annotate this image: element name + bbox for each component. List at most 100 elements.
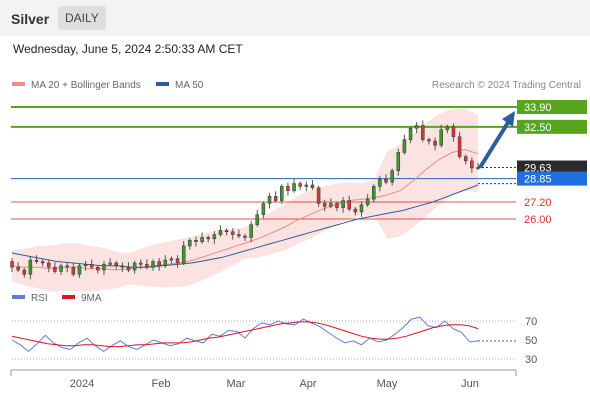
candle-body bbox=[304, 184, 309, 187]
legend-rsi: RSI bbox=[12, 293, 48, 304]
rsi-line bbox=[11, 316, 479, 353]
candle-body bbox=[286, 186, 290, 191]
support-label-1: 27.20 bbox=[524, 197, 552, 209]
candle-body bbox=[181, 245, 186, 264]
ma50-swatch bbox=[156, 82, 169, 87]
candle-body bbox=[243, 235, 247, 238]
candle-body bbox=[83, 264, 88, 267]
candle-body bbox=[22, 269, 27, 275]
candle-body bbox=[445, 126, 450, 130]
period-badge[interactable]: DAILY bbox=[58, 6, 106, 30]
candle-body bbox=[476, 167, 480, 169]
candle-body bbox=[114, 262, 118, 267]
candle-body bbox=[390, 170, 394, 183]
candles bbox=[10, 120, 480, 280]
ma50-line bbox=[11, 184, 479, 268]
candle-body bbox=[120, 265, 125, 268]
candle-body bbox=[341, 200, 345, 208]
candle-body bbox=[280, 186, 284, 201]
candle-body bbox=[132, 262, 137, 271]
candle-body bbox=[53, 266, 57, 272]
resistance-label-1-bg bbox=[517, 119, 587, 134]
rsi-legend-label: RSI bbox=[31, 293, 48, 304]
candle-body bbox=[145, 264, 149, 268]
candle-body bbox=[200, 237, 204, 242]
candle-body bbox=[463, 156, 468, 162]
ma9-swatch bbox=[62, 295, 75, 300]
candle-body bbox=[249, 224, 253, 238]
ma20-legend-label: MA 20 + Bollinger Bands bbox=[31, 80, 141, 91]
candle-body bbox=[126, 266, 131, 271]
last-price-label: 29.63 bbox=[524, 163, 552, 175]
candle-body bbox=[451, 126, 456, 138]
candle-body bbox=[353, 208, 358, 213]
candle-body bbox=[421, 125, 425, 140]
candle-body bbox=[414, 125, 419, 129]
candle-body bbox=[34, 259, 39, 262]
candle-body bbox=[10, 261, 14, 268]
resistance-label-2-bg bbox=[517, 100, 587, 114]
candle-body bbox=[237, 234, 241, 237]
candle-body bbox=[139, 262, 143, 265]
legend-9ma: 9MA bbox=[62, 293, 102, 304]
candle-body bbox=[273, 196, 278, 201]
rsi-ma-line bbox=[11, 321, 479, 348]
rsi-swatch bbox=[12, 295, 25, 300]
candle-body bbox=[96, 266, 100, 271]
resistance-label-2: 33.90 bbox=[524, 102, 552, 114]
candle-body bbox=[206, 237, 210, 240]
ma9-legend-label: 9MA bbox=[81, 293, 102, 304]
rsi-tick-label: 70 bbox=[525, 316, 537, 328]
timestamp: Wednesday, June 5, 2024 2:50:33 AM CET bbox=[13, 42, 243, 56]
candle-body bbox=[335, 203, 339, 208]
candle-body bbox=[457, 136, 462, 157]
candle-body bbox=[292, 183, 296, 191]
candle-body bbox=[175, 258, 180, 264]
candle-body bbox=[439, 129, 443, 146]
candle-body bbox=[163, 259, 168, 267]
candle-body bbox=[218, 230, 223, 235]
x-tick-label: Jun bbox=[461, 378, 479, 390]
candle-body bbox=[169, 258, 174, 261]
candle-body bbox=[347, 200, 351, 210]
candle-body bbox=[194, 240, 198, 242]
candle-body bbox=[151, 261, 155, 268]
credit-text: Research © 2024 Trading Central bbox=[431, 80, 581, 91]
candle-body bbox=[230, 231, 235, 235]
candle-body bbox=[224, 230, 229, 233]
candle-body bbox=[396, 152, 401, 172]
x-tick-label: 2024 bbox=[70, 378, 94, 390]
candle-body bbox=[71, 266, 76, 275]
candle-body bbox=[427, 139, 431, 142]
legend-ma50: MA 50 bbox=[156, 80, 203, 91]
pivot-label: 28.85 bbox=[524, 174, 552, 186]
projection-arrow-shaft bbox=[478, 119, 511, 169]
candle-body bbox=[89, 264, 94, 268]
candle-body bbox=[316, 187, 321, 204]
candle-body bbox=[365, 198, 370, 206]
ma20-swatch bbox=[12, 82, 25, 87]
instrument-title: Silver bbox=[11, 11, 50, 27]
x-tick-label: Mar bbox=[227, 378, 246, 390]
header-bar: Silver DAILY bbox=[0, 0, 590, 36]
x-tick-label: Apr bbox=[299, 378, 316, 390]
candle-body bbox=[108, 262, 112, 265]
candle-body bbox=[212, 234, 217, 240]
candle-body bbox=[47, 262, 51, 268]
candle-body bbox=[16, 266, 20, 271]
candle-body bbox=[408, 128, 413, 140]
candle-body bbox=[378, 179, 382, 187]
candle-body bbox=[402, 139, 407, 153]
candle-body bbox=[255, 214, 260, 225]
candle-body bbox=[77, 265, 82, 275]
candle-body bbox=[102, 264, 106, 271]
candle-body bbox=[322, 203, 327, 207]
candle-body bbox=[188, 240, 192, 247]
x-tick-label: May bbox=[377, 378, 398, 390]
resistance-label-1: 32.50 bbox=[524, 122, 552, 134]
projection-arrow-head bbox=[502, 111, 515, 127]
pivot-label-bg bbox=[517, 171, 587, 186]
rsi-tick-label: 30 bbox=[525, 354, 537, 366]
candle-body bbox=[359, 204, 364, 213]
